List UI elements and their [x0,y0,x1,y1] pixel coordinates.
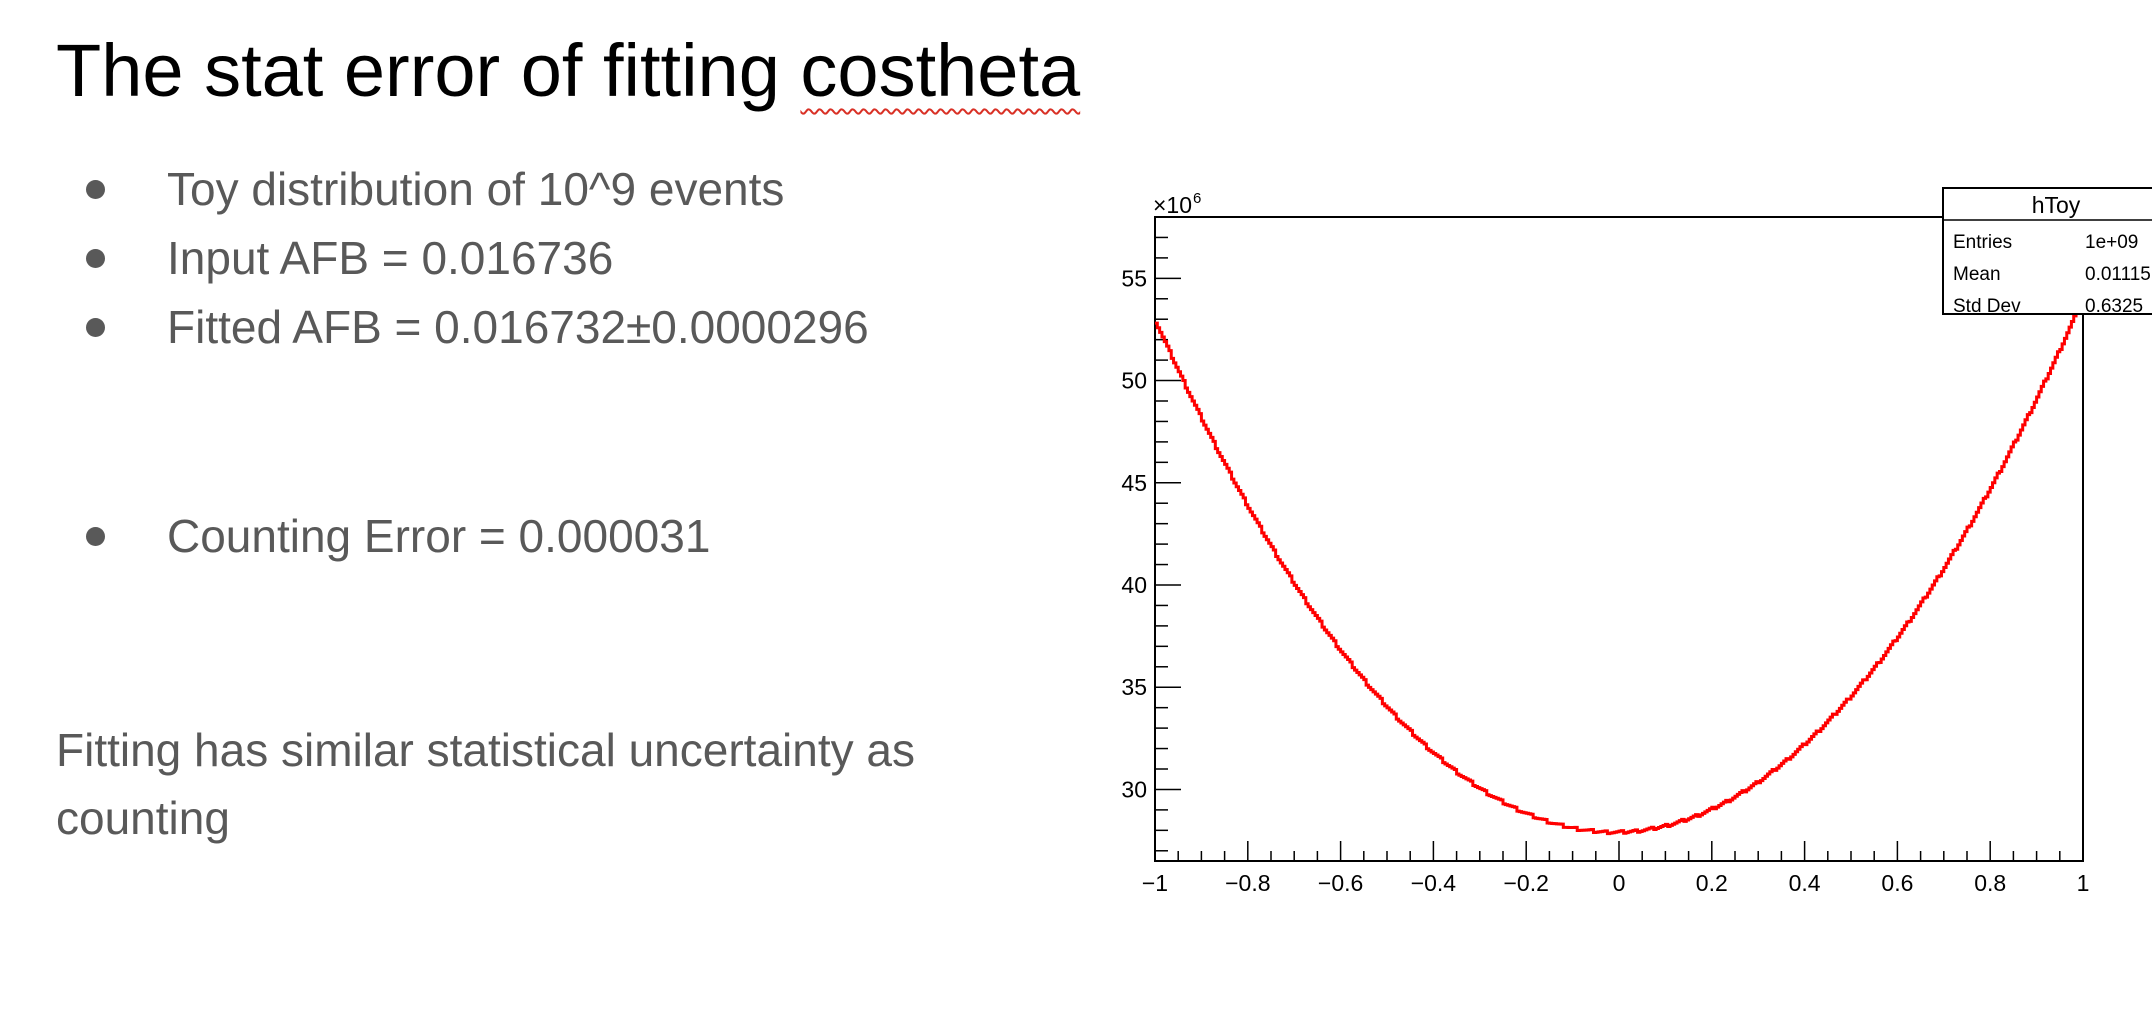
y-multiplier-label: ×10 [1153,192,1192,218]
x-tick-label: 0.8 [1974,870,2006,896]
stats-box-frame [1942,187,2152,315]
x-tick-label: −0.8 [1225,870,1270,896]
stats-row-value: 0.01115 [2085,264,2151,285]
y-tick-label: 45 [1121,470,1147,496]
slide-title: The stat error of fitting costheta [56,26,1080,116]
chart-series [1155,300,2083,836]
bullet-text: Toy distribution of 10^9 events [167,163,785,215]
y-tick-label: 30 [1121,776,1147,802]
x-tick-label: −0.2 [1503,870,1548,896]
x-tick-label: 0.2 [1696,870,1728,896]
x-tick-label: −0.4 [1411,870,1457,896]
stats-row-label: Std Dev [1953,296,2021,317]
x-tick-label: 0 [1613,870,1626,896]
stats-row-label: Entries [1953,232,2012,253]
y-tick-label: 50 [1121,368,1147,394]
stats-box-title: hToy [2032,192,2081,218]
conclusion-note: Fitting has similar statistical uncertai… [56,724,915,844]
y-multiplier-exponent: 6 [1193,190,1201,207]
chart-ticks [1154,216,2084,861]
y-tick-label: 40 [1121,572,1147,598]
slide-title-misspelled-word: costheta [800,29,1081,112]
bullet-text: Counting Error = 0.000031 [167,510,711,562]
bullet-text: Fitted AFB = 0.016732±0.0000296 [167,301,869,353]
bullet-text: Input AFB = 0.016736 [167,232,614,284]
bullet-dot-icon [86,180,105,199]
x-tick-label: 0.4 [1789,870,1821,896]
bullet-dot-icon [86,527,105,546]
histogram-chart: −1 −0.8 −0.6 −0.4 −0.2 0 0.2 0.4 0.6 0.8 1 30 35 40 45… [1121,187,2152,896]
stats-row-value: 0.6325 [2085,296,2143,317]
stats-box: hToy Entries 1e+09 Mean 0.01115 Std Dev 0.6325 [1942,187,2152,317]
x-tick-label: 1 [2077,870,2090,896]
y-tick-label: 55 [1121,265,1147,291]
slide-title-text: The stat error of fitting [56,29,801,112]
x-tick-label: −0.6 [1318,870,1363,896]
x-tick-label: −1 [1142,870,1168,896]
data-series-line [1155,300,2083,836]
x-tick-label: 0.6 [1881,870,1913,896]
stats-row-value: 1e+09 [2085,232,2138,253]
y-tick-label: 35 [1121,674,1147,700]
chart-labels: −1 −0.8 −0.6 −0.4 −0.2 0 0.2 0.4 0.6 0.8 1 30 35 40 45… [1121,190,2089,896]
stats-row-label: Mean [1953,264,2001,285]
bullet-dot-icon [86,249,105,268]
bullet-dot-icon [86,318,105,337]
